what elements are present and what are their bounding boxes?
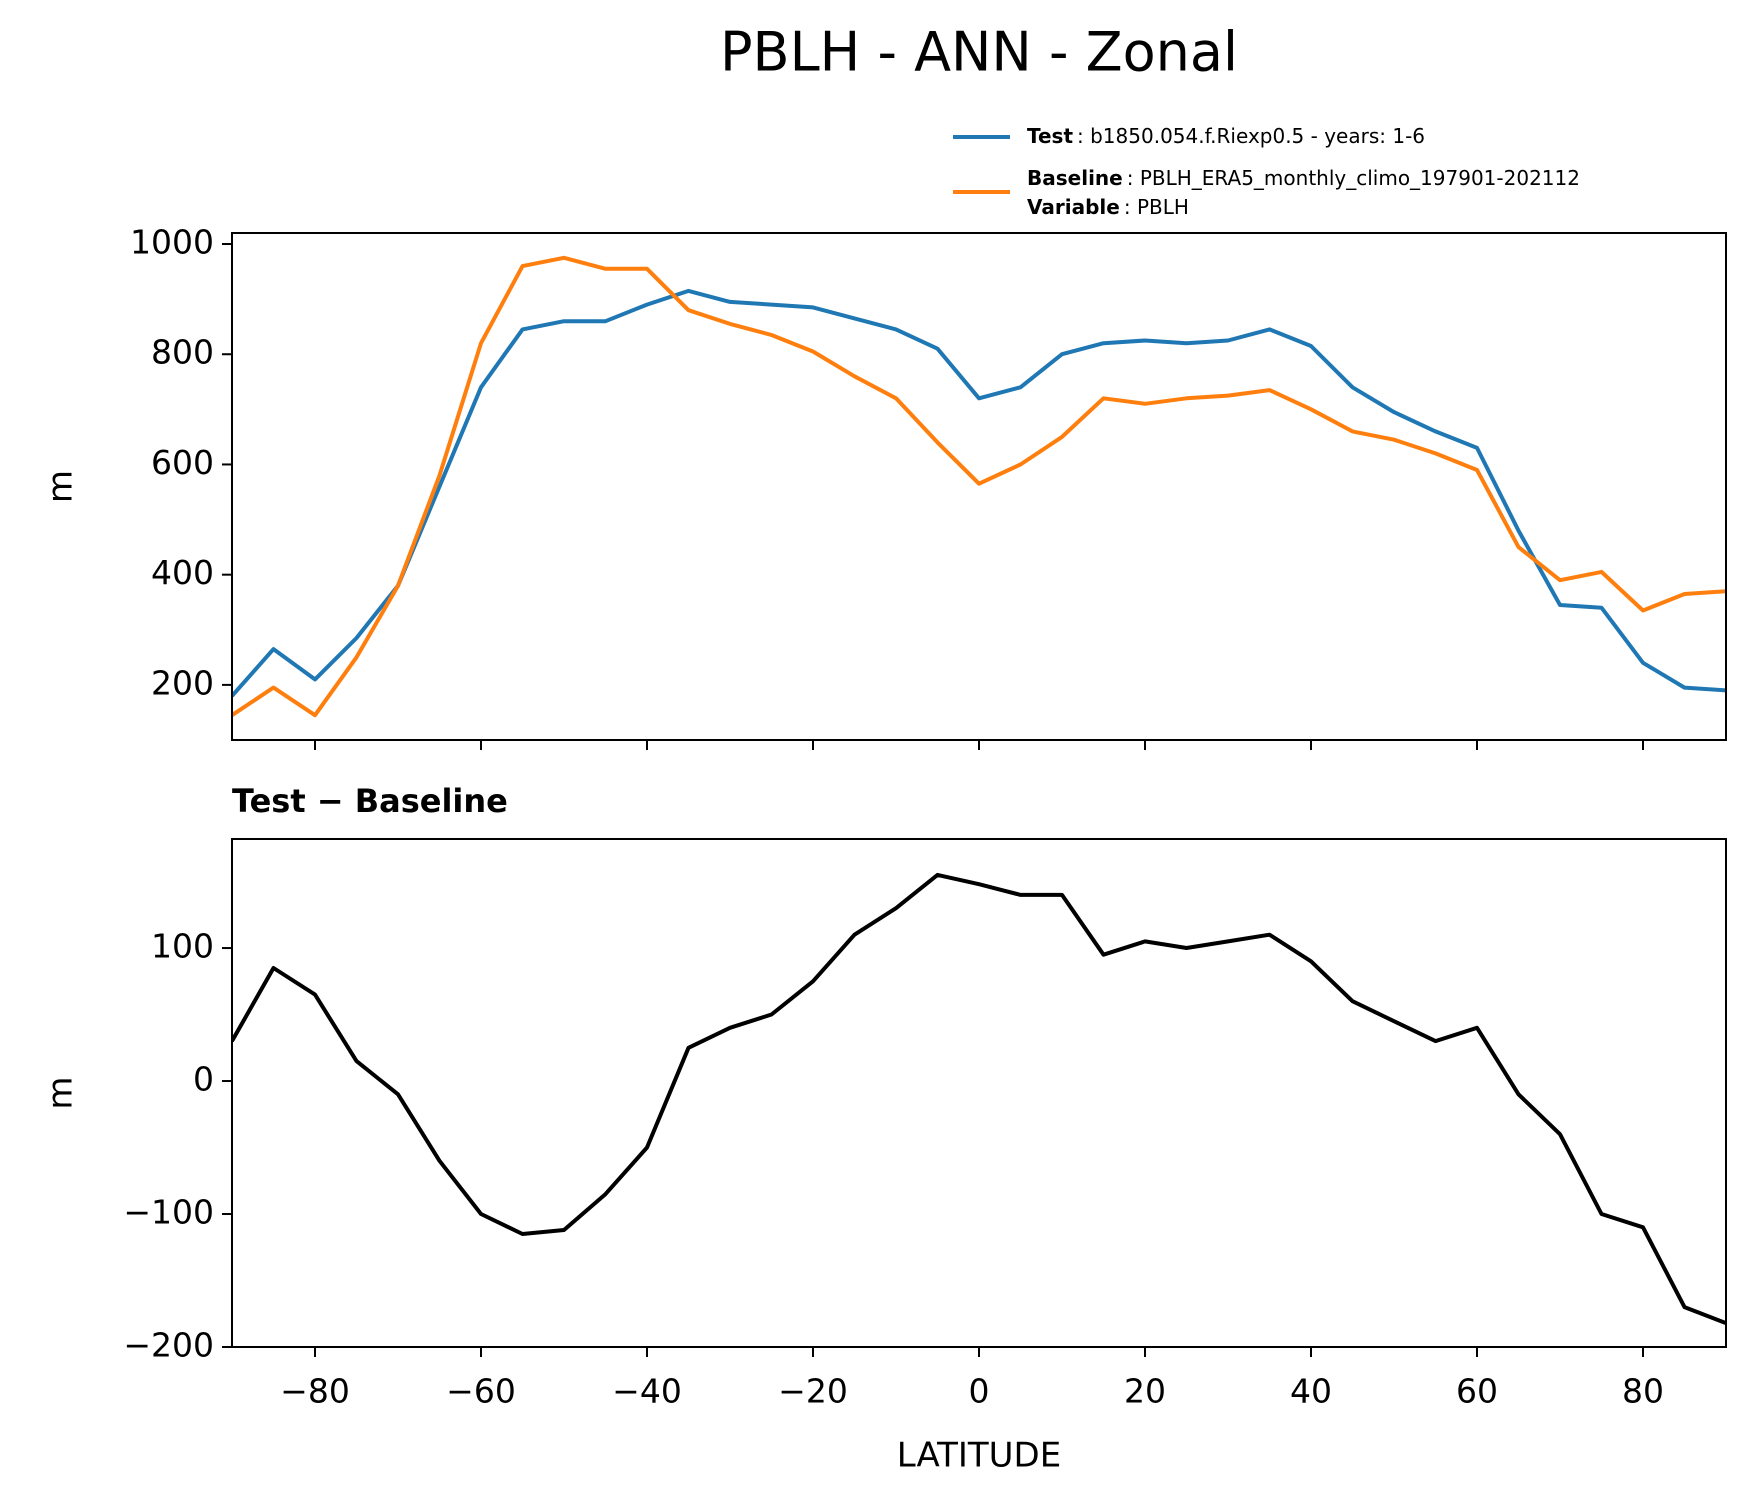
line-series [232,255,1726,718]
y-tick-label: −200 [123,1326,214,1365]
y-axis-label: m [41,470,81,503]
axes-frame [231,232,1727,741]
x-tick-label: 60 [1456,1372,1498,1411]
y-axis-label: m [41,1076,81,1109]
x-tick-label: 80 [1622,1372,1664,1411]
legend-detail: : PBLH [1124,195,1189,219]
y-tick-label: 1000 [130,223,214,262]
x-tick-label: 0 [969,1372,990,1411]
legend-entry: Test: b1850.054.f.Riexp0.5 - years: 1-6 [1027,124,1425,148]
legend-detail: : PBLH_ERA5_monthly_climo_197901-202112 [1127,166,1580,190]
y-tick-label: 0 [193,1060,214,1099]
legend-entry: Variable: PBLH [1027,195,1189,219]
subplot-title: Test − Baseline [232,782,508,820]
y-tick-label: 200 [151,663,214,702]
x-tick-label: −60 [446,1372,516,1411]
x-tick-label: 40 [1290,1372,1332,1411]
axes-frame [231,838,1727,1348]
legend-detail: : b1850.054.f.Riexp0.5 - years: 1-6 [1077,124,1425,148]
chart-title: PBLH - ANN - Zonal [720,21,1238,84]
x-tick-label: −40 [612,1372,682,1411]
legend-name: Variable [1027,195,1120,219]
y-tick-label: 100 [151,927,214,966]
y-tick-label: −100 [123,1193,214,1232]
y-tick-label: 600 [151,443,214,482]
x-tick-label: −80 [280,1372,350,1411]
y-tick-label: 800 [151,333,214,372]
y-tick-label: 400 [151,553,214,592]
legend-name: Baseline [1027,166,1123,190]
line-series [232,872,1726,1325]
x-axis-label: LATITUDE [897,1436,1061,1476]
x-tick-label: 20 [1124,1372,1166,1411]
line-series [232,288,1726,698]
x-tick-label: −20 [778,1372,848,1411]
legend-entry: Baseline: PBLH_ERA5_monthly_climo_197901… [1027,166,1580,190]
legend-name: Test [1027,124,1073,148]
